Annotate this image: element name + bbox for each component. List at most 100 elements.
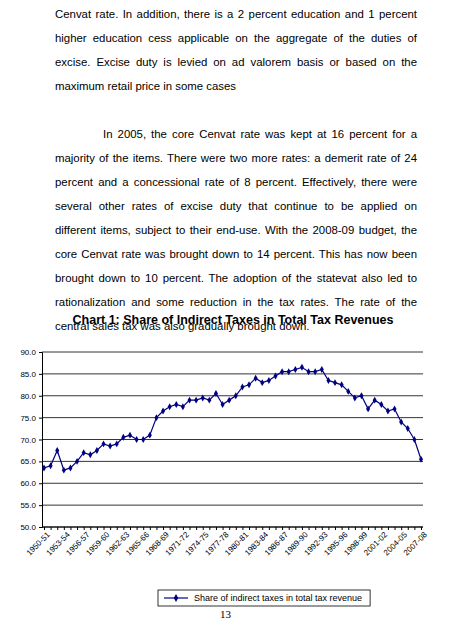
marker <box>75 458 79 465</box>
x-tick-mark <box>176 527 177 530</box>
marker <box>187 397 191 404</box>
x-tick-mark <box>381 527 382 530</box>
x-tick <box>269 527 270 530</box>
x-tick-mark <box>70 527 71 530</box>
x-tick-mark <box>183 527 184 530</box>
y-tick-label: 75.0 <box>20 414 36 423</box>
x-tick-mark <box>414 527 415 530</box>
marker <box>49 462 53 469</box>
marker <box>161 408 165 415</box>
x-tick <box>295 527 296 530</box>
y-tick: 80.0 <box>20 392 42 401</box>
page-number: 13 <box>0 608 451 620</box>
x-tick <box>375 527 376 530</box>
x-tick-mark <box>170 527 171 530</box>
marker <box>234 392 238 399</box>
x-tick <box>196 527 197 530</box>
y-tick: 85.0 <box>20 370 42 379</box>
x-tick-mark <box>256 527 257 530</box>
x-tick-mark <box>163 527 164 530</box>
y-tick-mark <box>39 440 42 441</box>
marker <box>227 397 231 404</box>
grid <box>42 352 423 527</box>
marker <box>148 432 152 439</box>
marker <box>181 403 185 410</box>
x-tick-mark <box>348 527 349 530</box>
x-tick-mark <box>401 527 402 530</box>
x-tick <box>110 527 111 530</box>
x-tick-mark <box>262 527 263 530</box>
marker <box>320 366 324 373</box>
series-line <box>44 367 421 470</box>
marker <box>135 436 139 443</box>
x-tick-mark <box>190 527 191 530</box>
marker <box>326 377 330 384</box>
x-tick <box>275 527 276 530</box>
grid-line <box>42 373 423 374</box>
marker <box>214 390 218 397</box>
marker <box>254 375 258 382</box>
x-tick-mark <box>282 527 283 530</box>
x-tick <box>408 527 409 530</box>
y-tick-mark <box>39 483 42 484</box>
x-tick <box>137 527 138 530</box>
legend-marker <box>174 594 179 602</box>
x-tick-mark <box>64 527 65 530</box>
marker <box>240 384 244 391</box>
x-tick-mark <box>388 527 389 530</box>
y-axis-line <box>39 353 43 528</box>
x-tick-mark <box>236 527 237 530</box>
x-tick <box>156 527 157 530</box>
y-tick-label: 80.0 <box>20 392 36 401</box>
x-tick <box>117 527 118 530</box>
x-tick-mark <box>84 527 85 530</box>
x-tick-mark <box>123 527 124 530</box>
marker <box>55 447 59 454</box>
y-tick: 65.0 <box>20 457 42 466</box>
marker <box>62 467 66 474</box>
x-tick <box>70 527 71 530</box>
marker <box>115 440 119 447</box>
x-tick-mark <box>216 527 217 530</box>
x-tick-mark <box>355 527 356 530</box>
marker <box>121 434 125 441</box>
marker <box>267 377 271 384</box>
x-tick-mark <box>196 527 197 530</box>
y-tick: 75.0 <box>20 414 42 423</box>
y-tick: 60.0 <box>20 479 42 488</box>
x-tick-mark <box>57 527 58 530</box>
x-tick <box>216 527 217 530</box>
x-tick-mark <box>209 527 210 530</box>
x-tick <box>335 527 336 530</box>
x-tick-mark <box>117 527 118 530</box>
x-tick <box>348 527 349 530</box>
grid-line <box>42 505 423 506</box>
x-tick <box>209 527 210 530</box>
marker <box>194 397 198 404</box>
x-tick-mark <box>395 527 396 530</box>
x-tick: 2007-08 <box>402 527 430 557</box>
x-tick <box>328 527 329 530</box>
marker <box>399 419 403 426</box>
marker <box>373 397 377 404</box>
x-tick-mark <box>408 527 409 530</box>
grid-line <box>42 439 423 440</box>
x-tick-mark <box>229 527 230 530</box>
x-tick <box>368 527 369 530</box>
x-tick-mark <box>335 527 336 530</box>
y-tick-label: 70.0 <box>20 436 36 445</box>
x-tick-mark <box>275 527 276 530</box>
grid-line <box>42 417 423 418</box>
x-tick-mark <box>51 527 52 530</box>
x-tick <box>236 527 237 530</box>
x-tick-mark <box>130 527 131 530</box>
x-tick <box>289 527 290 530</box>
y-tick-label: 50.0 <box>20 523 36 532</box>
chart-title: Chart 1: Share of Indirect Taxes in Tota… <box>73 313 394 327</box>
y-tick-label: 90.0 <box>20 348 36 357</box>
marker <box>340 381 344 388</box>
marker <box>406 425 410 432</box>
grid-line <box>42 527 423 528</box>
marker <box>353 394 357 401</box>
marker <box>333 379 337 386</box>
